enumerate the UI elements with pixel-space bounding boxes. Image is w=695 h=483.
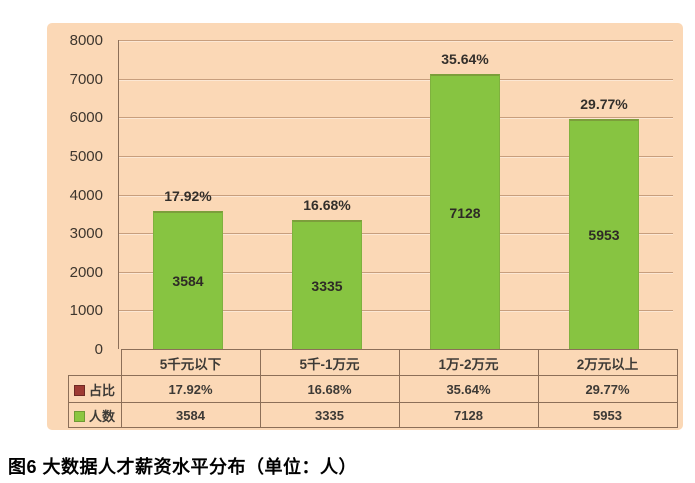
gridline xyxy=(119,272,673,273)
category-header-cell: 5千-1万元 xyxy=(259,349,400,376)
series-name-label: 占比 xyxy=(89,382,116,398)
y-axis-tick-label: 7000 xyxy=(69,71,103,88)
bar-value-label: 3335 xyxy=(311,277,343,294)
series-header-cell: 占比 xyxy=(68,375,122,403)
count-value-cell: 3584 xyxy=(120,402,261,428)
pct-value-cell: 16.68% xyxy=(259,375,400,403)
y-axis-tick-label: 5000 xyxy=(69,148,103,165)
gridline xyxy=(119,156,673,157)
gridline xyxy=(119,40,673,41)
bar-percent-label: 16.68% xyxy=(303,197,351,213)
count-value-cell: 3335 xyxy=(259,402,400,428)
pct-value-cell: 29.77% xyxy=(537,375,678,403)
chart-caption: 图6 大数据人才薪资水平分布（单位：人） xyxy=(8,457,358,477)
count-value-cell: 5953 xyxy=(537,402,678,428)
plot-area: 3584 17.92% 3335 16.68% 7128 35.64% 5953 29.77% xyxy=(118,40,673,349)
series-header-cell: 人数 xyxy=(68,402,122,428)
count-series-marker-icon xyxy=(74,410,85,422)
category-header-cell: 1万-2万元 xyxy=(398,349,539,376)
count-value-cell: 7128 xyxy=(398,402,539,428)
gridline xyxy=(119,310,673,311)
data-table: 5千元以下 5千-1万元 1万-2万元 2万元以上占比 17.92% 16.68% 35.6… xyxy=(68,349,678,428)
y-axis-tick-label: 8000 xyxy=(69,32,103,49)
series-name-label: 人数 xyxy=(89,408,116,424)
bar-1万-2万元: 7128 xyxy=(430,74,500,349)
y-axis-tick-label: 1000 xyxy=(69,302,103,319)
gridline xyxy=(119,233,673,234)
y-axis-tick-label: 3000 xyxy=(69,225,103,242)
bar-percent-label: 35.64% xyxy=(441,51,489,67)
bar-percent-label: 29.77% xyxy=(580,96,628,112)
bar-5千元以下: 3584 xyxy=(153,211,223,349)
bar-5千-1万元: 3335 xyxy=(292,220,362,349)
y-axis-tick-label: 2000 xyxy=(69,264,103,281)
category-header-cell: 2万元以上 xyxy=(537,349,678,376)
bar-value-label: 7128 xyxy=(449,204,481,221)
gridline xyxy=(119,79,673,80)
y-axis-tick-label: 4000 xyxy=(69,187,103,204)
y-axis-tick-label: 0 xyxy=(94,341,103,358)
category-header-cell: 5千元以下 xyxy=(120,349,261,376)
y-axis-tick-label: 6000 xyxy=(69,109,103,126)
chart-panel: 3584 17.92% 3335 16.68% 7128 35.64% 5953 29.77%… xyxy=(47,23,683,430)
pct-value-cell: 17.92% xyxy=(120,375,261,403)
bar-value-label: 5953 xyxy=(588,227,620,243)
pct-value-cell: 35.64% xyxy=(398,375,539,403)
bar-percent-label: 17.92% xyxy=(164,188,212,204)
gridline xyxy=(119,117,673,118)
bar-value-label: 3584 xyxy=(172,273,204,289)
gridline xyxy=(119,195,673,196)
bar-2万元以上: 5953 xyxy=(569,119,639,349)
pct-series-marker-icon xyxy=(74,384,85,396)
